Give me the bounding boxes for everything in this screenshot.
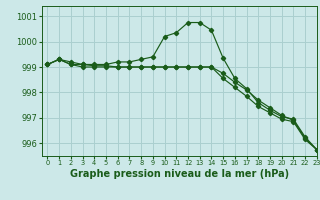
X-axis label: Graphe pression niveau de la mer (hPa): Graphe pression niveau de la mer (hPa) xyxy=(70,169,289,179)
